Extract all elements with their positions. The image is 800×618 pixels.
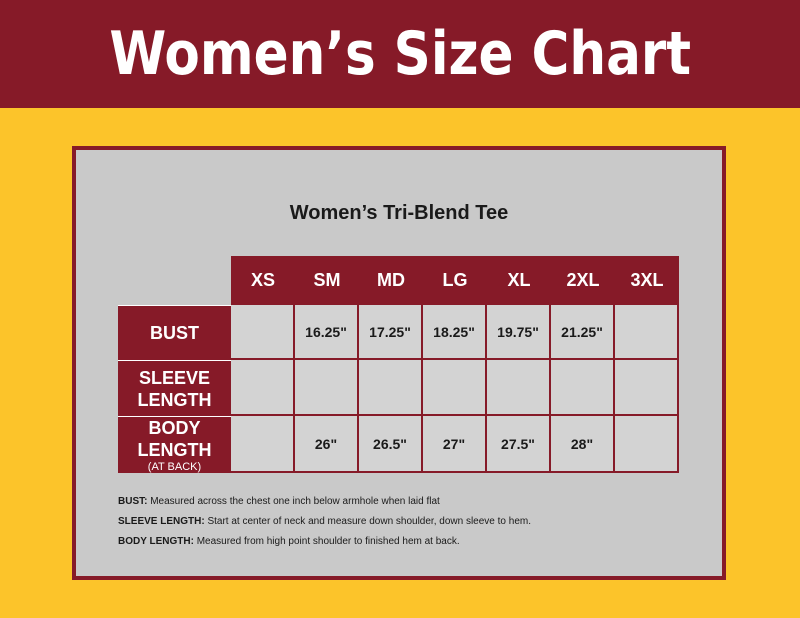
table-cell (359, 360, 423, 416)
table-cell: 27" (423, 416, 487, 473)
table-cell (295, 360, 359, 416)
table-cell (231, 360, 295, 416)
row-label-line: SLEEVE (138, 367, 211, 388)
table-cell (423, 360, 487, 416)
row-label-note: (AT BACK) (147, 461, 202, 473)
table-row-sleeve-length: SLEEVE LENGTH (118, 360, 679, 416)
note-body-length: BODY LENGTH: Measured from high point sh… (118, 532, 531, 552)
table-cell (615, 360, 679, 416)
table-row-body-length: BODY LENGTH (AT BACK) 26" 26.5" 27" 27.5… (118, 416, 679, 473)
note-text: Start at center of neck and measure down… (204, 516, 531, 527)
size-header-xl: XL (487, 256, 551, 305)
row-label-line: LENGTH (137, 389, 212, 410)
table-cell (231, 305, 295, 360)
note-term: SLEEVE LENGTH: (118, 516, 205, 527)
row-label-bust: BUST (118, 305, 231, 360)
note-term: BODY LENGTH: (118, 536, 194, 547)
table-cell: 26.5" (359, 416, 423, 473)
size-chart-panel-inner: Women’s Tri-Blend Tee XS SM MD LG XL 2XL… (76, 150, 722, 576)
size-header-3xl: 3XL (615, 256, 679, 305)
table-cell: 27.5" (487, 416, 551, 473)
table-cell (231, 416, 295, 473)
table-cell (615, 416, 679, 473)
row-label-body-length: BODY LENGTH (AT BACK) (118, 416, 231, 473)
table-cell (487, 360, 551, 416)
table-corner (118, 256, 231, 305)
note-sleeve-length: SLEEVE LENGTH: Start at center of neck a… (118, 512, 531, 532)
size-header-2xl: 2XL (551, 256, 615, 305)
note-text: Measured from high point shoulder to fin… (193, 536, 460, 547)
table-cell (551, 360, 615, 416)
table-cell: 18.25" (423, 305, 487, 360)
note-text: Measured across the chest one inch below… (147, 496, 440, 507)
size-header-lg: LG (423, 256, 487, 305)
product-title: Women’s Tri-Blend Tee (289, 202, 509, 224)
page-title: Women’s Size Chart (109, 19, 691, 89)
size-header-xs: XS (231, 256, 295, 305)
table-cell (615, 305, 679, 360)
size-table: XS SM MD LG XL 2XL 3XL BUST 16.25" 17.25… (118, 256, 679, 473)
size-chart-panel: Women’s Tri-Blend Tee XS SM MD LG XL 2XL… (72, 146, 726, 580)
row-label-line: BODY (148, 418, 201, 438)
row-label-line: LENGTH (137, 440, 212, 460)
table-cell: 16.25" (295, 305, 359, 360)
measurement-notes: BUST: Measured across the chest one inch… (118, 492, 531, 552)
size-header-md: MD (359, 256, 423, 305)
row-label-line: BUST (150, 323, 199, 343)
table-cell: 21.25" (551, 305, 615, 360)
row-label-sleeve-length: SLEEVE LENGTH (118, 360, 231, 416)
title-banner: Women’s Size Chart (0, 0, 800, 108)
table-cell: 26" (295, 416, 359, 473)
table-cell: 28" (551, 416, 615, 473)
note-term: BUST: (118, 496, 148, 507)
size-header-sm: SM (295, 256, 359, 305)
table-row-bust: BUST 16.25" 17.25" 18.25" 19.75" 21.25" (118, 305, 679, 360)
note-bust: BUST: Measured across the chest one inch… (118, 492, 531, 512)
table-cell: 19.75" (487, 305, 551, 360)
table-cell: 17.25" (359, 305, 423, 360)
